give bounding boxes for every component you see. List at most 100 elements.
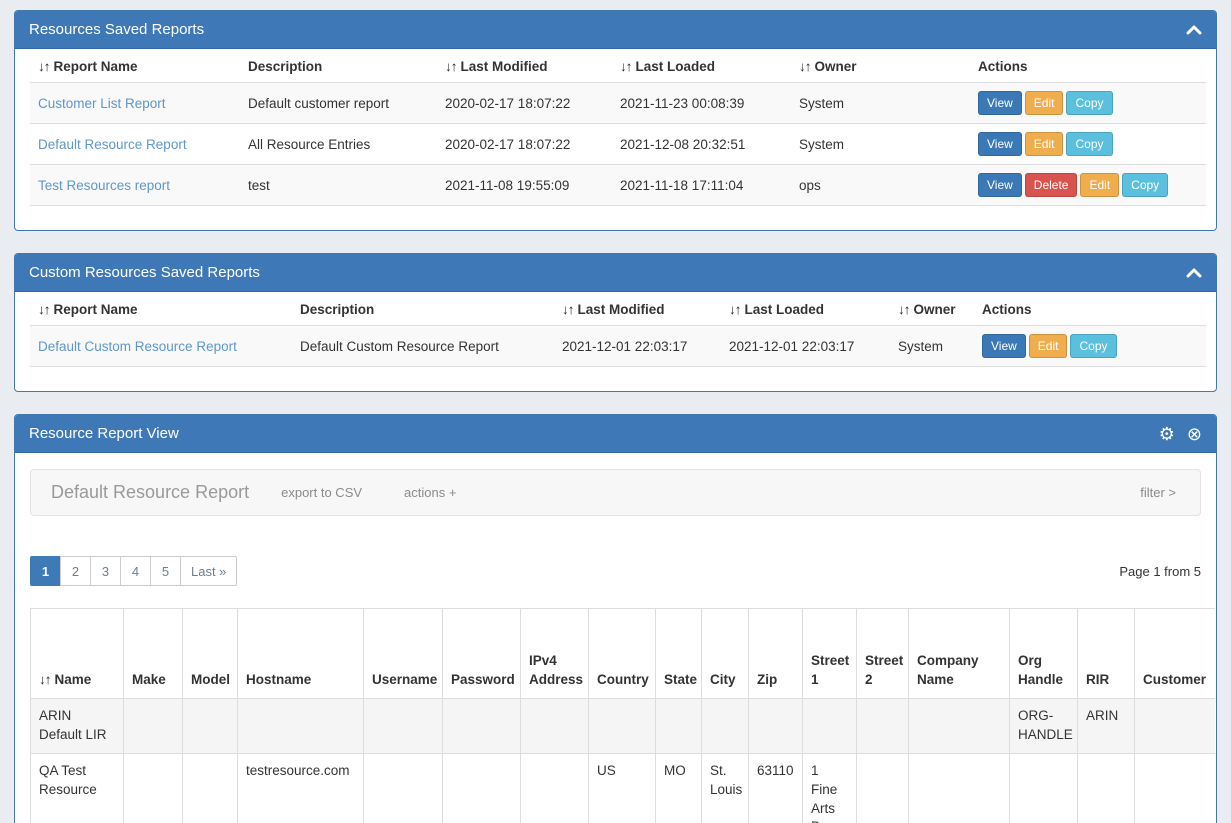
view-button[interactable]: View [982,334,1026,358]
column-header-report-name[interactable]: ↓↑ Report Name [30,292,292,326]
column-header-last-loaded[interactable]: ↓↑ Last Loaded [721,292,890,326]
delete-button[interactable]: Delete [1024,173,1078,197]
cell-make [123,698,183,754]
cell-description: Default Custom Resource Report [292,325,554,367]
cell-org-handle [1009,752,1078,823]
cell-street-1 [802,698,857,754]
edit-button[interactable]: Edit [1024,91,1064,115]
report-title: Default Resource Report [51,482,250,502]
resource-row: ARIN Default LIR ORG-HANDLE ARIN [30,698,1215,754]
column-header-username: Username [363,608,443,699]
sort-icon[interactable]: ↓↑ [38,302,50,317]
report-row: Customer List Report Default customer rep… [30,82,1206,124]
cell-street-2 [856,752,909,823]
column-header-make: Make [123,608,183,699]
column-header-password: Password [442,608,521,699]
report-name-link[interactable]: Default Custom Resource Report [38,338,237,354]
panel-body: ↓↑ Report Name Description ↓↑ Last Modified ↓… [15,49,1216,230]
sort-icon[interactable]: ↓↑ [898,302,910,317]
edit-button[interactable]: Edit [1080,173,1120,197]
copy-button[interactable]: Copy [1066,132,1113,156]
cell-ipv4-address [520,752,589,823]
column-header-owner[interactable]: ↓↑ Owner [791,49,970,83]
column-header-rir: RIR [1077,608,1135,699]
sort-icon[interactable]: ↓↑ [38,59,50,74]
column-header-actions: Actions [974,292,1206,326]
cell-hostname [237,698,364,754]
cell-description: test [240,164,437,206]
cell-name: QA Test Resource [30,752,124,823]
copy-button[interactable]: Copy [1066,91,1113,115]
cell-owner: ops [791,164,970,206]
edit-button[interactable]: Edit [1024,132,1064,156]
chevron-up-icon[interactable] [1186,25,1202,35]
cell-state: MO [655,752,702,823]
cell-owner: System [791,123,970,165]
copy-button[interactable]: Copy [1122,173,1169,197]
column-header-street-2: Street 2 [856,608,909,699]
cell-model [182,752,238,823]
report-name-link[interactable]: Default Resource Report [38,136,187,152]
sort-icon[interactable]: ↓↑ [562,302,574,317]
actions-menu-link[interactable]: actions + [404,485,457,500]
column-header-last-loaded[interactable]: ↓↑ Last Loaded [612,49,791,83]
column-header-owner[interactable]: ↓↑ Owner [890,292,974,326]
sort-icon[interactable]: ↓↑ [620,59,632,74]
column-header-street-1: Street 1 [802,608,857,699]
page-button-4[interactable]: 4 [120,556,151,586]
cell-report-name: Default Resource Report [30,123,240,165]
custom-resources-saved-reports-table: ↓↑ Report Name Description ↓↑ Last Modified ↓… [30,292,1206,367]
filter-toggle-link[interactable]: filter > [1140,485,1176,500]
view-button[interactable]: View [978,132,1022,156]
panel-body: Default Resource Report export to CSV ac… [15,469,1216,823]
chevron-up-icon[interactable] [1186,268,1202,278]
page-button-2[interactable]: 2 [60,556,91,586]
cell-country [588,698,656,754]
resource-report-view-panel: Resource Report View ⚙ ⊗ Default Resourc… [14,414,1217,823]
column-header-state: State [655,608,702,699]
cell-make [123,752,183,823]
page-button-1[interactable]: 1 [30,556,61,586]
sort-icon[interactable]: ↓↑ [729,302,741,317]
gear-icon[interactable]: ⚙ [1158,423,1175,444]
custom-resources-saved-reports-panel: Custom Resources Saved Reports ↓↑ Report … [14,253,1217,392]
view-button[interactable]: View [978,91,1022,115]
view-button[interactable]: View [978,173,1022,197]
sort-icon[interactable]: ↓↑ [39,672,51,688]
report-name-link[interactable]: Customer List Report [38,95,166,111]
report-name-link[interactable]: Test Resources report [38,177,171,193]
cell-actions: View Edit Copy [970,82,1206,124]
copy-button[interactable]: Copy [1070,334,1117,358]
column-header-last-modified[interactable]: ↓↑ Last Modified [437,49,612,83]
cell-actions: View Delete Edit Copy [970,164,1206,206]
sort-icon[interactable]: ↓↑ [445,59,457,74]
column-header-ipv4-address: IPv4 Address [520,608,589,699]
page-status: Page 1 from 5 [1119,563,1201,579]
close-circle-icon[interactable]: ⊗ [1186,423,1202,444]
cell-state [655,698,702,754]
cell-zip: 63110 [748,752,803,823]
column-header-country: Country [588,608,656,699]
last-page-button[interactable]: Last » [180,556,238,586]
cell-report-name: Default Custom Resource Report [30,325,292,367]
cell-street-2 [856,698,909,754]
page-button-5[interactable]: 5 [150,556,181,586]
column-header-city: City [701,608,749,699]
column-header-hostname: Hostname [237,608,364,699]
resource-data-table: ↓↑ Name Make Model Hostname Username Password I… [30,608,1215,823]
table-header-row: ↓↑ Report Name Description ↓↑ Last Modified ↓… [30,49,1206,83]
page-button-3[interactable]: 3 [90,556,121,586]
export-csv-link[interactable]: export to CSV [281,485,363,500]
cell-report-name: Test Resources report [30,164,240,206]
column-header-company-name: Company Name [908,608,1010,699]
edit-button[interactable]: Edit [1028,334,1068,358]
column-header-last-modified[interactable]: ↓↑ Last Modified [554,292,721,326]
column-header-name[interactable]: ↓↑ Name [30,608,124,699]
cell-report-name: Customer List Report [30,82,240,124]
cell-model [182,698,238,754]
cell-name: ARIN Default LIR [30,698,124,754]
cell-last-loaded: 2021-11-18 17:11:04 [612,164,791,206]
column-header-report-name[interactable]: ↓↑ Report Name [30,49,240,83]
sort-icon[interactable]: ↓↑ [799,59,811,74]
column-header-zip: Zip [748,608,803,699]
